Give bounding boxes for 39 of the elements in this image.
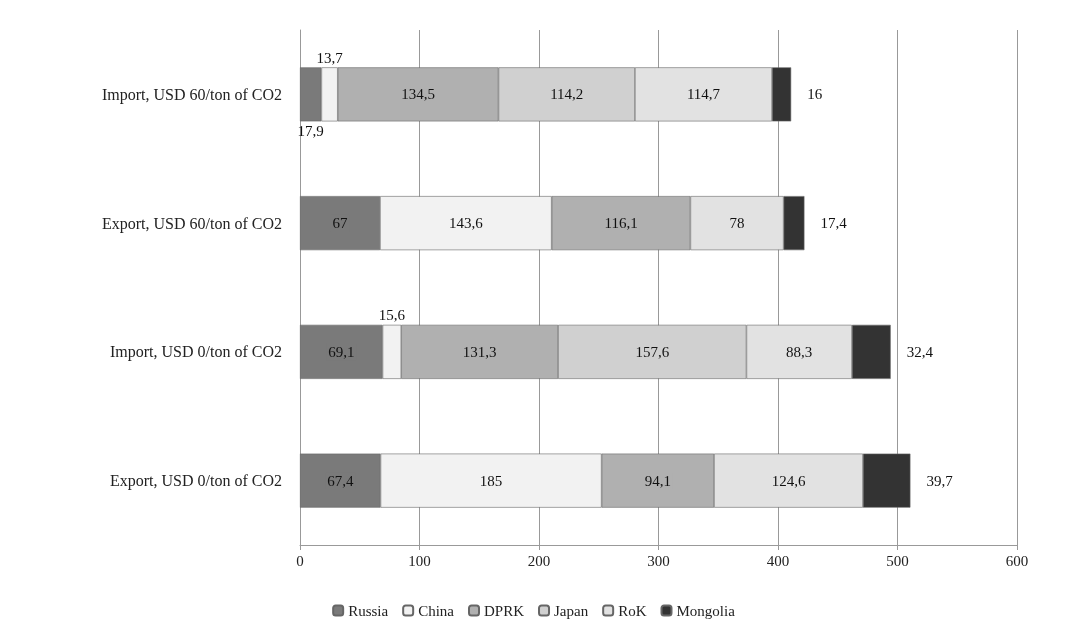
data-label: 16 bbox=[807, 86, 823, 103]
data-label: 94,1 bbox=[644, 472, 671, 489]
x-tick-label: 600 bbox=[1005, 552, 1029, 569]
data-label: 114,2 bbox=[550, 86, 584, 103]
legend-label: Russia bbox=[348, 602, 389, 619]
data-label: 69,1 bbox=[328, 343, 355, 360]
legend-label: RoK bbox=[618, 602, 647, 619]
data-label: 143,6 bbox=[448, 215, 484, 232]
data-label: 157,6 bbox=[635, 343, 670, 360]
data-label: 15,6 bbox=[378, 307, 406, 324]
y-tick-label: Export, USD 60/ton of CO2 bbox=[102, 214, 282, 233]
data-label: 17,4 bbox=[820, 215, 848, 232]
data-label: 185 bbox=[479, 472, 503, 489]
legend-label: Japan bbox=[554, 602, 589, 619]
x-tick-label: 500 bbox=[886, 552, 909, 569]
legend-label: DPRK bbox=[484, 602, 525, 619]
x-tick-label: 400 bbox=[766, 552, 790, 569]
data-label: 32,4 bbox=[906, 343, 934, 360]
data-label: 67 bbox=[332, 215, 349, 232]
data-label: 78 bbox=[729, 215, 745, 232]
data-label: 116,1 bbox=[604, 215, 638, 232]
x-tick-label: 0 bbox=[296, 552, 304, 569]
x-tick-label: 200 bbox=[527, 552, 551, 569]
data-label: 13,7 bbox=[316, 49, 344, 66]
data-label: 67,4 bbox=[327, 472, 354, 489]
y-tick-label: Import, USD 60/ton of CO2 bbox=[102, 85, 282, 104]
y-tick-label: Import, USD 0/ton of CO2 bbox=[110, 343, 282, 362]
data-label: 88,3 bbox=[786, 343, 813, 360]
data-label: 124,6 bbox=[771, 472, 806, 489]
legend-label: China bbox=[418, 602, 455, 619]
data-label: 134,5 bbox=[401, 86, 435, 103]
data-label: 17,9 bbox=[297, 122, 324, 139]
x-tick-label: 100 bbox=[408, 552, 431, 569]
data-label: 131,3 bbox=[462, 343, 497, 360]
y-tick-label: Export, USD 0/ton of CO2 bbox=[110, 472, 282, 491]
x-tick-label: 300 bbox=[647, 552, 670, 569]
data-label: 39,7 bbox=[926, 472, 954, 489]
legend-label: Mongolia bbox=[676, 602, 736, 619]
data-label: 114,7 bbox=[686, 86, 721, 103]
